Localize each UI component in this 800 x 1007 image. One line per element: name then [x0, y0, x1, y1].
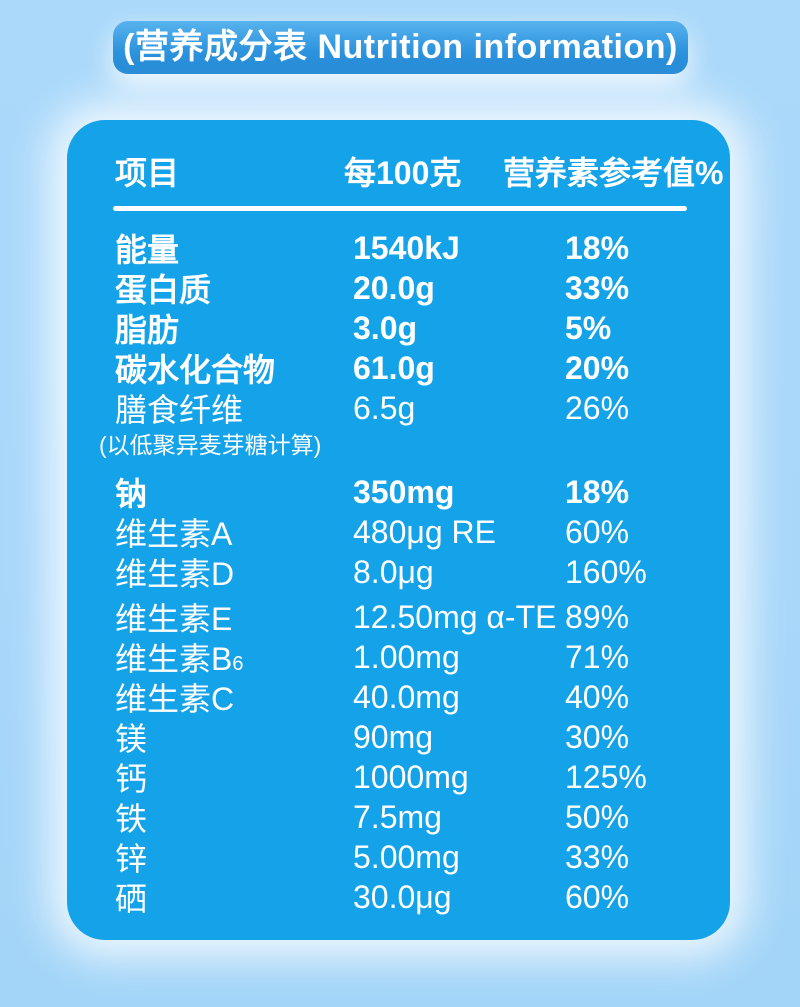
nutrient-amount: 40.0mg — [353, 678, 460, 715]
table-row: 维生素E 12.50mg α-TE 89% — [115, 594, 730, 638]
nutrient-name: 碳水化合物 — [115, 352, 276, 388]
nutrient-amount: 3.0g — [353, 309, 418, 346]
table-row: 铁 7.5mg 50% — [115, 794, 730, 838]
nutrient-nrv: 33% — [565, 838, 630, 875]
nutrient-amount: 350mg — [353, 473, 455, 510]
nutrient-amount: 12.50mg α-TE — [353, 598, 557, 635]
table-row: 锌 5.00mg 33% — [115, 834, 730, 878]
table-row: 维生素B6 1.00mg 71% — [115, 634, 730, 678]
table-header-row: 项目 每100克 营养素参考值% — [115, 120, 730, 190]
nutrient-name: 镁 — [115, 721, 148, 757]
nutrient-amount: 30.0μg — [353, 878, 452, 915]
nutrient-name: 能量 — [115, 232, 180, 268]
nutrient-nrv: 50% — [565, 798, 630, 835]
nutrient-amount: 5.00mg — [353, 838, 460, 875]
nutrient-name: 脂肪 — [115, 312, 180, 348]
header-per-100g: 每100克 — [344, 155, 462, 191]
nutrient-name: 维生素B6 — [115, 641, 244, 677]
nutrient-nrv: 60% — [565, 513, 630, 550]
nutrient-name: 维生素C — [115, 681, 235, 717]
nutrient-nrv: 89% — [565, 598, 630, 635]
nutrient-nrv: 18% — [565, 229, 630, 266]
table-row: 蛋白质 20.0g 33% — [115, 265, 730, 309]
nutrient-amount: 480μg RE — [353, 513, 496, 550]
page-title: (营养成分表 Nutrition information) — [113, 21, 688, 74]
table-row: 碳水化合物 61.0g 20% — [115, 345, 730, 389]
nutrient-nrv: 71% — [565, 638, 630, 675]
table-row: 能量 1540kJ 18% — [115, 225, 730, 269]
nutrient-nrv: 33% — [565, 269, 630, 306]
table-row: 维生素C 40.0mg 40% — [115, 674, 730, 718]
nutrient-nrv: 40% — [565, 678, 630, 715]
table-row: 膳食纤维 6.5g 26% — [115, 385, 730, 429]
nutrient-amount: 7.5mg — [353, 798, 442, 835]
nutrient-name: 硒 — [115, 881, 148, 917]
nutrient-name: 维生素A — [115, 516, 233, 552]
header-item: 项目 — [115, 155, 180, 191]
header-divider — [113, 206, 687, 211]
nutrient-nrv: 30% — [565, 718, 630, 755]
table-row: 钠 350mg 18% — [115, 469, 730, 513]
nutrient-nrv: 60% — [565, 878, 630, 915]
nutrient-amount: 61.0g — [353, 349, 435, 386]
nutrient-amount: 90mg — [353, 718, 434, 755]
nutrient-amount: 8.0μg — [353, 553, 434, 590]
table-row: 镁 90mg 30% — [115, 714, 730, 758]
header-nrv: 营养素参考值% — [503, 155, 724, 191]
nutrient-nrv: 18% — [565, 473, 630, 510]
nutrient-nrv: 20% — [565, 349, 630, 386]
nutrient-name: 膳食纤维 — [115, 392, 244, 428]
nutrient-name: 维生素D — [115, 556, 235, 592]
nutrient-name: 维生素E — [115, 601, 233, 637]
dietary-fiber-note-text: (以低聚异麦芽糖计算) — [99, 432, 322, 458]
nutrient-amount: 1000mg — [353, 758, 469, 795]
nutrient-name: 钠 — [115, 476, 148, 512]
page-title-text: (营养成分表 Nutrition information) — [123, 28, 678, 66]
nutrient-nrv: 160% — [565, 553, 647, 590]
nutrient-name: 锌 — [115, 841, 148, 877]
nutrient-nrv: 5% — [565, 309, 612, 346]
nutrient-amount: 20.0g — [353, 269, 435, 306]
nutrient-name: 钙 — [115, 761, 148, 797]
table-row: 脂肪 3.0g 5% — [115, 305, 730, 349]
dietary-fiber-note: (以低聚异麦芽糖计算) — [99, 425, 730, 461]
nutrient-name: 蛋白质 — [115, 272, 212, 308]
table-row: 硒 30.0μg 60% — [115, 874, 730, 918]
nutrient-amount: 1540kJ — [353, 229, 460, 266]
nutrient-nrv: 26% — [565, 389, 630, 426]
table-body: 能量 1540kJ 18% 蛋白质 20.0g 33% 脂肪 3.0g 5% 碳… — [99, 225, 730, 918]
nutrient-nrv: 125% — [565, 758, 647, 795]
nutrient-amount: 6.5g — [353, 389, 416, 426]
nutrient-amount: 1.00mg — [353, 638, 460, 675]
nutrient-name: 铁 — [115, 801, 148, 837]
table-row: 钙 1000mg 125% — [115, 754, 730, 798]
table-row: 维生素A 480μg RE 60% — [115, 509, 730, 553]
table-row: 维生素D 8.0μg 160% — [115, 549, 730, 593]
nutrition-table-card: 项目 每100克 营养素参考值% 能量 1540kJ 18% 蛋白质 20.0g… — [67, 120, 730, 940]
